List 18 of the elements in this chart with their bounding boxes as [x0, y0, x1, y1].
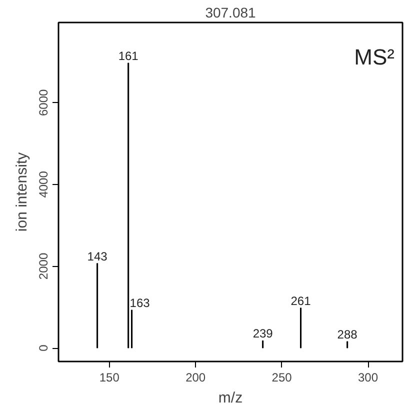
- annotation: 161: [118, 48, 139, 63]
- annotation: 239: [252, 326, 274, 341]
- x-tick-label: 200: [186, 370, 206, 384]
- x-tick-label: 150: [99, 370, 120, 384]
- annotation: 288: [337, 327, 358, 342]
- x-tick-label: 250: [272, 370, 292, 384]
- y-tick-label: 4000: [36, 170, 50, 198]
- annotation: 163: [130, 296, 150, 310]
- y-axis-title: ion intensity: [14, 152, 30, 232]
- annotation: 143: [87, 249, 108, 264]
- y-tick-label: 6000: [36, 88, 50, 116]
- annotation: MS²: [354, 44, 394, 70]
- y-tick-label: 2000: [36, 252, 50, 280]
- x-tick-label: 300: [358, 370, 378, 384]
- x-axis-title: m/z: [218, 390, 243, 406]
- chart-title: 307.081: [205, 4, 256, 20]
- y-tick-label: 0: [36, 344, 50, 352]
- annotation: 261: [290, 294, 312, 308]
